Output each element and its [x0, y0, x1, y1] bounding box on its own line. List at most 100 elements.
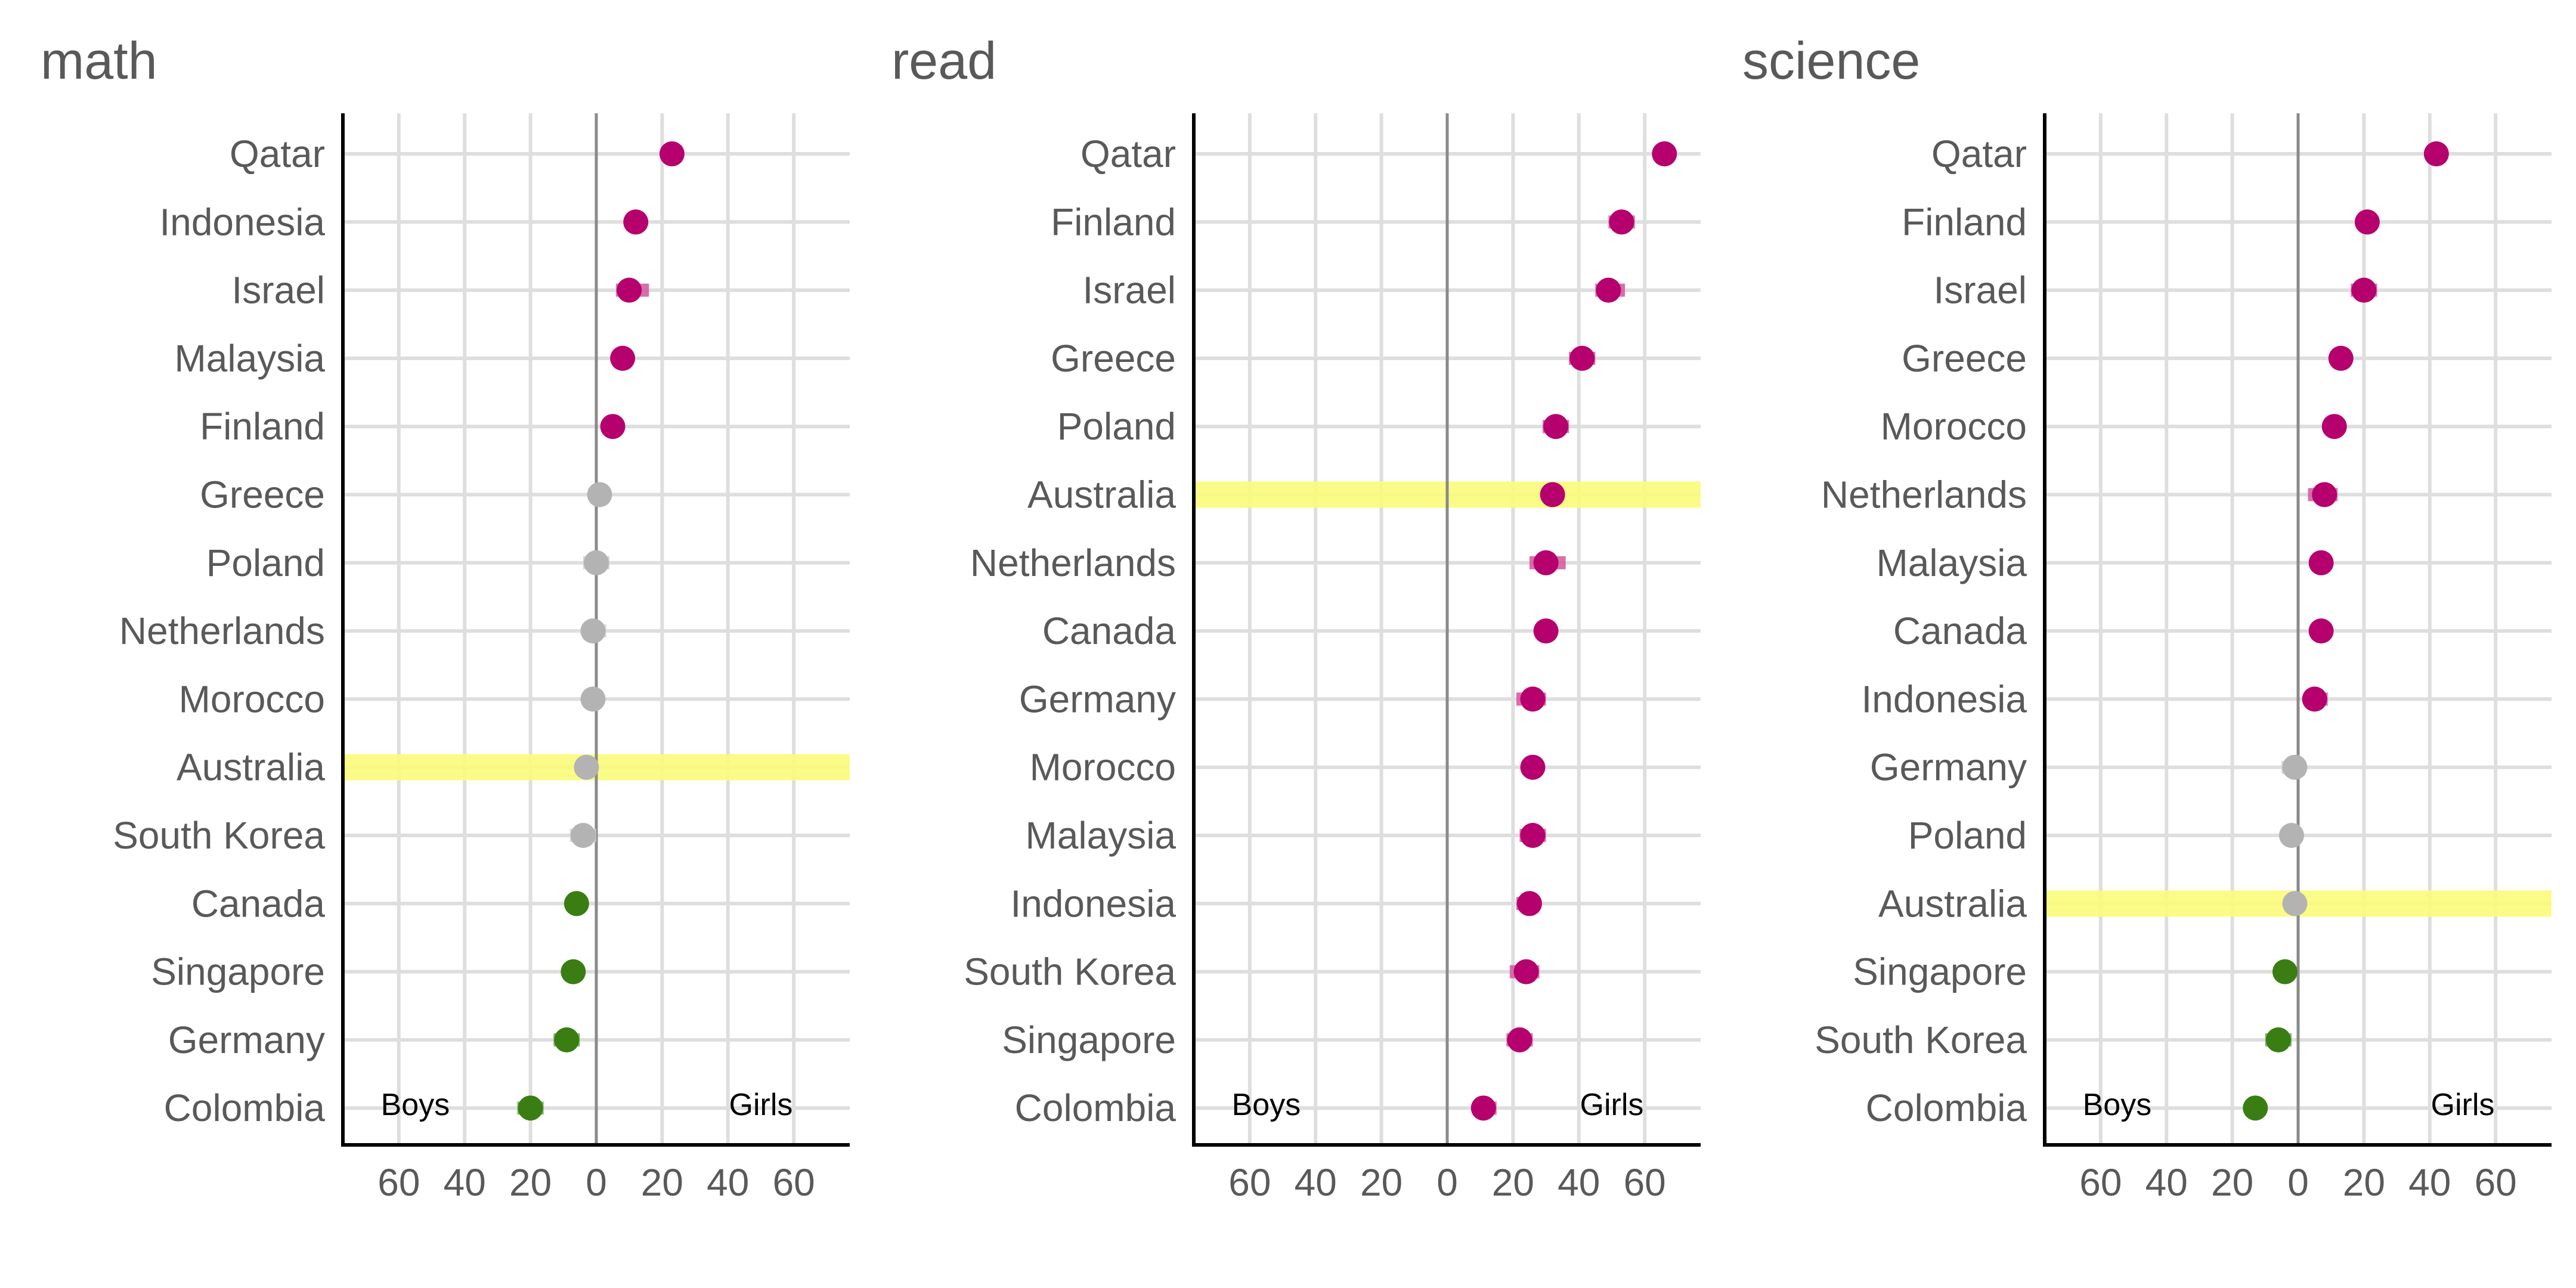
- country-label: Netherlands: [119, 609, 325, 652]
- x-tick-label: 20: [2343, 1161, 2385, 1204]
- data-point: [2321, 414, 2347, 439]
- x-tick-label: 40: [2145, 1161, 2188, 1204]
- girls-annotation: Girls: [1580, 1088, 1644, 1122]
- data-point: [564, 891, 589, 917]
- country-label: Finland: [200, 405, 325, 448]
- country-label: Finland: [1051, 200, 1176, 243]
- panel-title: read: [891, 31, 996, 90]
- panel-title: math: [41, 31, 157, 90]
- data-point: [600, 414, 626, 439]
- x-tick-label: 0: [586, 1161, 607, 1204]
- country-label: Poland: [206, 541, 325, 584]
- panel-science: science Qatar Finland Israel Greece Morocco Ne…: [1742, 31, 2552, 1204]
- data-point: [2302, 686, 2327, 712]
- country-label: Singapore: [1002, 1018, 1176, 1061]
- data-point: [2354, 209, 2380, 235]
- data-point: [1533, 550, 1559, 575]
- x-tick-label: 40: [707, 1161, 749, 1204]
- boys-annotation: Boys: [2083, 1088, 2152, 1122]
- data-point: [1513, 959, 1539, 984]
- data-point: [1569, 345, 1595, 371]
- country-label: Greece: [1051, 337, 1176, 380]
- x-tick-label: 60: [1624, 1161, 1666, 1204]
- country-label: South Korea: [964, 950, 1176, 993]
- country-label: Germany: [1019, 677, 1176, 720]
- data-point: [2328, 345, 2354, 371]
- data-point: [570, 823, 596, 848]
- country-label: Greece: [1902, 337, 2027, 380]
- data-point: [1543, 414, 1569, 439]
- country-label: Indonesia: [159, 200, 325, 243]
- x-tick-label: 60: [2079, 1161, 2122, 1204]
- country-label: South Korea: [113, 814, 325, 857]
- country-label: Colombia: [164, 1086, 326, 1129]
- data-point: [1652, 141, 1677, 166]
- girls-annotation: Girls: [729, 1088, 793, 1122]
- country-label: Singapore: [1853, 950, 2027, 993]
- country-label: Australia: [177, 746, 325, 789]
- country-label: Canada: [191, 882, 326, 925]
- country-label: Colombia: [1866, 1086, 2027, 1129]
- country-label: Israel: [232, 269, 326, 312]
- country-label: Qatar: [1080, 132, 1176, 175]
- country-label: Morocco: [1030, 746, 1176, 789]
- data-point: [2308, 618, 2334, 644]
- data-point: [580, 618, 606, 644]
- x-tick-label: 0: [1436, 1161, 1458, 1204]
- data-point: [623, 209, 649, 235]
- x-tick-label: 60: [2475, 1161, 2517, 1204]
- x-tick-label: 20: [1360, 1161, 1402, 1204]
- data-point: [2308, 550, 2334, 575]
- data-point: [1609, 209, 1634, 235]
- country-label: Malaysia: [174, 337, 325, 380]
- x-tick-label: 40: [1558, 1161, 1600, 1204]
- data-point: [518, 1095, 543, 1121]
- x-tick-label: 20: [1492, 1161, 1534, 1204]
- country-label: Indonesia: [1861, 677, 2027, 720]
- country-label: Israel: [1083, 269, 1176, 312]
- data-point: [580, 686, 606, 712]
- data-point: [610, 345, 636, 371]
- data-point: [1520, 686, 1546, 712]
- country-label: Singapore: [151, 950, 325, 993]
- country-label: Netherlands: [970, 541, 1176, 584]
- data-point: [2312, 482, 2337, 507]
- x-tick-label: 20: [509, 1161, 552, 1204]
- data-point: [1507, 1027, 1532, 1052]
- x-tick-label: 40: [1295, 1161, 1337, 1204]
- boys-annotation: Boys: [1232, 1088, 1301, 1122]
- data-point: [2272, 959, 2298, 984]
- country-label: Poland: [1908, 814, 2027, 857]
- country-label: Israel: [1934, 269, 2027, 312]
- country-label: Qatar: [230, 132, 325, 175]
- x-tick-label: 60: [377, 1161, 420, 1204]
- country-label: Malaysia: [1876, 541, 2027, 584]
- data-point: [2423, 141, 2449, 166]
- panel-title: science: [1742, 31, 1920, 90]
- data-point: [1540, 482, 1565, 507]
- x-tick-label: 60: [773, 1161, 815, 1204]
- x-tick-label: 40: [444, 1161, 486, 1204]
- data-point: [659, 141, 685, 166]
- panel-read: read Qatar Finland Israel Greece Poland Austra…: [891, 31, 1701, 1204]
- country-label: Netherlands: [1821, 473, 2027, 516]
- x-tick-label: 20: [641, 1161, 683, 1204]
- x-tick-label: 40: [2408, 1161, 2451, 1204]
- country-label: Finland: [1902, 200, 2027, 243]
- data-point: [2278, 823, 2304, 848]
- country-label: Colombia: [1015, 1086, 1176, 1129]
- country-label: Greece: [200, 473, 325, 516]
- data-point: [1596, 277, 1621, 303]
- country-label: Germany: [168, 1018, 325, 1061]
- x-tick-label: 60: [1228, 1161, 1271, 1204]
- data-point: [617, 277, 642, 303]
- x-tick-label: 20: [2211, 1161, 2253, 1204]
- data-point: [554, 1027, 580, 1052]
- country-label: Australia: [1878, 882, 2027, 925]
- data-point: [2282, 754, 2308, 780]
- country-label: Canada: [1893, 609, 2027, 652]
- data-point: [1520, 823, 1546, 848]
- country-label: Indonesia: [1010, 882, 1176, 925]
- country-label: Morocco: [1881, 405, 2027, 448]
